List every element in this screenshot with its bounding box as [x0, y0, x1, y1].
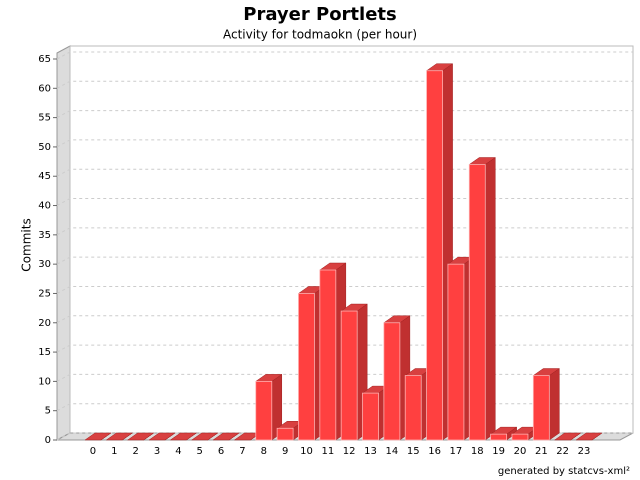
- y-tick-label: 30: [38, 259, 51, 270]
- y-tick-label: 20: [38, 318, 51, 329]
- y-tick-label: 0: [45, 435, 51, 446]
- y-tick-label: 5: [45, 406, 51, 417]
- grid-line: [56, 51, 633, 60]
- bar-top: [148, 432, 176, 441]
- x-tick-label: 1: [111, 446, 117, 457]
- x-tick-label: 15: [407, 446, 420, 457]
- bar-side: [485, 157, 496, 441]
- bars: [84, 63, 603, 441]
- bar: [362, 392, 379, 441]
- x-tick-label: 17: [450, 446, 463, 457]
- y-tick-label: 10: [38, 376, 51, 387]
- y-tick-label: 55: [38, 113, 51, 124]
- x-tick-label: 4: [175, 446, 181, 457]
- y-tick-label: 45: [38, 171, 51, 182]
- y-tick-label: 15: [38, 347, 51, 358]
- chart-subtitle: Activity for todmaokn (per hour): [223, 28, 417, 42]
- x-tick-label: 0: [90, 446, 96, 457]
- bar-top: [84, 432, 112, 441]
- x-tick-label: 10: [300, 446, 313, 457]
- bar: [340, 310, 358, 441]
- x-tick-label: 16: [428, 446, 441, 457]
- y-axis-label: Commits: [20, 218, 34, 271]
- x-tick-label: 8: [261, 446, 267, 457]
- bar-top: [212, 432, 240, 441]
- bar: [404, 375, 422, 441]
- bar: [319, 269, 337, 441]
- bar-top: [190, 432, 219, 441]
- bar: [383, 322, 401, 441]
- x-tick-label: 19: [492, 446, 505, 457]
- y-tick-label: 60: [38, 83, 51, 94]
- x-tick-label: 23: [578, 446, 591, 457]
- x-tick-label: 2: [132, 446, 138, 457]
- x-tick-label: 22: [556, 446, 569, 457]
- bar-top: [553, 432, 582, 441]
- chart-title: Prayer Portlets: [243, 4, 396, 25]
- bar: [447, 263, 465, 441]
- x-tick-label: 21: [535, 446, 548, 457]
- x-tick-label: 14: [386, 446, 399, 457]
- bar-top: [169, 432, 198, 441]
- bar: [532, 375, 550, 441]
- y-tick-label: 35: [38, 230, 51, 241]
- x-tick-label: 12: [343, 446, 356, 457]
- x-tick-label: 5: [197, 446, 203, 457]
- x-tick-label: 6: [218, 446, 224, 457]
- bar: [468, 164, 486, 441]
- x-tick-label: 3: [154, 446, 160, 457]
- bar-top: [575, 432, 603, 441]
- bar: [255, 380, 273, 441]
- x-tick-label: 7: [239, 446, 245, 457]
- bar: [298, 293, 315, 441]
- x-tick-label: 20: [514, 446, 527, 457]
- y-tick-label: 40: [38, 201, 51, 212]
- y-tick-label: 65: [38, 54, 51, 65]
- x-tick-label: 18: [471, 446, 484, 457]
- x-tick-label: 13: [364, 446, 377, 457]
- x-tick-label: 9: [282, 446, 288, 457]
- bar: [490, 433, 508, 441]
- bar-top: [105, 432, 134, 441]
- bar-side: [549, 368, 560, 441]
- credit: generated by statcvs-xml²: [498, 466, 630, 477]
- bar: [426, 70, 443, 441]
- bar: [276, 427, 294, 441]
- y-tick-label: 50: [38, 142, 51, 153]
- bar-top: [126, 432, 155, 441]
- y-tick-label: 25: [38, 288, 51, 299]
- bar: [511, 433, 529, 441]
- x-tick-label: 11: [321, 446, 334, 457]
